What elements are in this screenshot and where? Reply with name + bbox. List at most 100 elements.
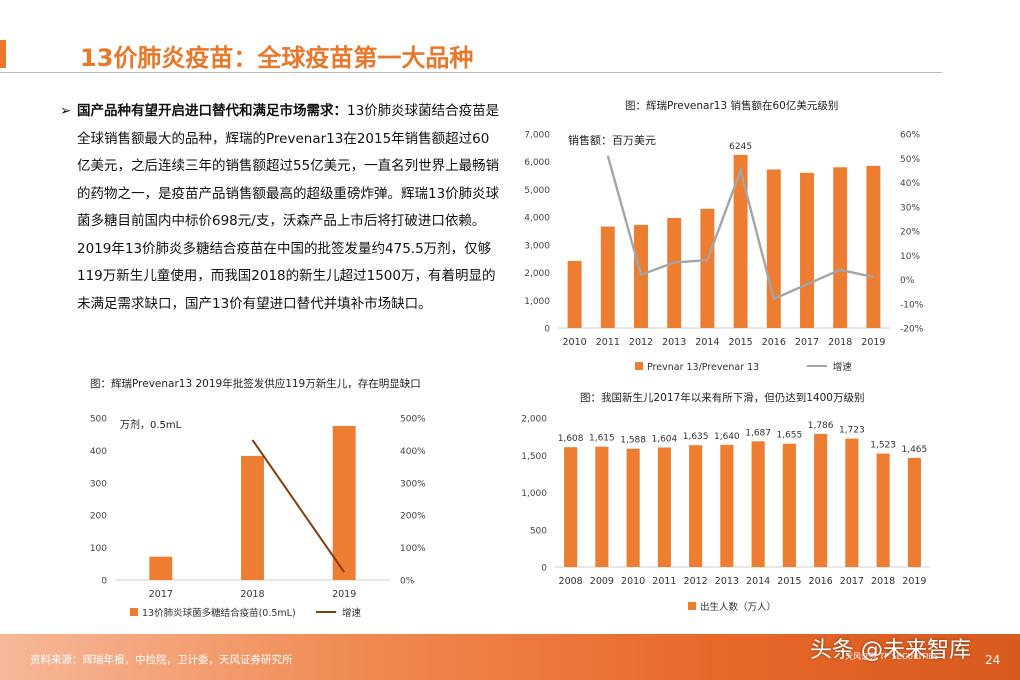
title-accent-bar <box>0 40 6 68</box>
y2-tick-label: 400% <box>400 447 426 457</box>
data-label: 1,604 <box>651 435 677 445</box>
x-tick-label: 2014 <box>695 337 719 348</box>
legend-label: 增速 <box>342 607 362 619</box>
legend-swatch-bar <box>130 608 138 616</box>
bar <box>800 172 814 328</box>
y-tick-label: 500 <box>90 415 107 425</box>
y2-tick-label: 30% <box>900 203 920 213</box>
unit-annotation: 销售额：百万美元 <box>568 133 656 147</box>
y2-tick-label: 0% <box>400 577 415 587</box>
bar <box>733 154 748 328</box>
y-tick-label: 1,000 <box>521 489 547 499</box>
y2-tick-label: -10% <box>900 300 924 310</box>
x-tick-label: 2016 <box>762 337 786 348</box>
tf-securities-logo: 天风证券 TF SECURITIES <box>845 652 939 661</box>
bar <box>689 445 703 567</box>
x-tick-label: 2011 <box>596 337 620 348</box>
x-tick-label: 2010 <box>563 337 587 348</box>
y2-tick-label: 60% <box>900 131 920 141</box>
x-tick-label: 2019 <box>861 337 885 348</box>
x-tick-label: 2009 <box>590 576 614 587</box>
bar <box>241 455 264 580</box>
body-text: 13价肺炎球菌结合疫苗是全球销售额最大的品种，辉瑞的Prevenar13在201… <box>77 103 500 312</box>
x-tick-label: 2015 <box>729 337 753 348</box>
x-tick-label: 2013 <box>715 576 739 587</box>
bar <box>907 457 921 567</box>
y-tick-label: 100 <box>90 544 107 554</box>
y-tick-label: 2,000 <box>521 415 547 425</box>
data-label: 1,615 <box>589 434 615 444</box>
x-tick-label: 2014 <box>746 576 770 587</box>
growth-line <box>606 155 874 301</box>
y-tick-label: 4,000 <box>524 214 550 224</box>
x-tick-label: 2018 <box>240 589 264 600</box>
bar <box>332 425 356 580</box>
y-tick-label: 5,000 <box>524 186 550 196</box>
y-tick-label: 0 <box>544 325 550 335</box>
legend-label: 13价肺炎球菌多糖结合疫苗(0.5mL) <box>142 607 296 619</box>
bar <box>700 208 715 328</box>
x-tick-label: 2015 <box>777 576 801 587</box>
y-tick-label: 3,000 <box>524 241 550 251</box>
y2-tick-label: 300% <box>400 479 426 489</box>
watermark: 头条 @未来智库 <box>810 638 971 663</box>
x-tick-label: 2018 <box>871 576 895 587</box>
data-label: 1,723 <box>839 426 865 436</box>
legend-swatch-bar <box>688 602 696 610</box>
y2-tick-label: 40% <box>900 179 920 189</box>
unit-annotation: 万剂，0.5mL <box>120 418 182 431</box>
bar <box>667 217 682 328</box>
data-label: 1,608 <box>558 434 584 444</box>
bar <box>876 453 890 567</box>
y2-tick-label: 50% <box>900 155 920 165</box>
chart2-caption: 图：辉瑞Prevenar13 2019年批签发供应119万新生儿，存在明显缺口 <box>90 378 421 390</box>
bar <box>845 438 859 567</box>
x-tick-label: 2019 <box>332 589 356 600</box>
data-label: 1,687 <box>745 428 771 438</box>
data-label: 1,786 <box>808 421 834 431</box>
y2-tick-label: 10% <box>900 252 920 262</box>
y-tick-label: 0 <box>101 577 107 587</box>
legend-swatch-bar <box>635 362 643 370</box>
y2-tick-label: 0% <box>900 276 915 286</box>
chart1-caption: 图：辉瑞Prevenar13 销售额在60亿美元级别 <box>625 100 839 112</box>
page-number: 24 <box>985 653 1001 667</box>
legend-label: 出生人数（万人） <box>700 601 776 613</box>
y-tick-label: 300 <box>90 479 107 489</box>
data-label: 1,655 <box>776 431 802 441</box>
x-tick-label: 2018 <box>828 337 852 348</box>
legend-label: Prevnar 13/Prevenar 13 <box>647 362 759 373</box>
x-tick-label: 2017 <box>149 589 173 600</box>
bar <box>564 447 578 567</box>
y2-tick-label: 100% <box>400 544 426 554</box>
x-tick-label: 2010 <box>621 576 645 587</box>
body-paragraph: ➢ 国产品种有望开启进口替代和满足市场需求：13价肺炎球菌结合疫苗是全球销售额最… <box>60 98 500 318</box>
y2-tick-label: 200% <box>400 512 426 522</box>
data-label: 1,635 <box>683 432 709 442</box>
bar <box>751 441 765 567</box>
y2-tick-label: -20% <box>900 325 924 335</box>
x-tick-label: 2012 <box>629 337 653 348</box>
footer-source: 资料来源：辉瑞年报，中检院，卫计委，天风证券研究所 <box>30 654 293 666</box>
bar <box>626 448 640 567</box>
page-title: 13价肺炎疫苗：全球疫苗第一大品种 <box>80 44 474 72</box>
x-tick-label: 2017 <box>795 337 819 348</box>
y-tick-label: 6,000 <box>524 158 550 168</box>
footer-bar <box>0 634 1020 680</box>
bar <box>833 167 848 328</box>
bar <box>657 447 671 567</box>
x-tick-label: 2016 <box>809 576 833 587</box>
body-content: 国产品种有望开启进口替代和满足市场需求：13价肺炎球菌结合疫苗是全球销售额最大的… <box>60 98 500 318</box>
y-tick-label: 200 <box>90 512 107 522</box>
y-tick-label: 1,500 <box>521 452 547 462</box>
body-lead: 国产品种有望开启进口替代和满足市场需求： <box>77 103 347 119</box>
bar <box>600 226 615 328</box>
chart-batch-release: 0 100 200 300 400 500 0% 100% 200% 300% 400% 500% 20… <box>90 415 426 620</box>
x-tick-label: 2008 <box>559 576 583 587</box>
x-tick-label: 2013 <box>662 337 686 348</box>
chart-newborns: 0 500 1,000 1,500 2,000 2008 2009 2010 2011 2012 2… <box>521 415 930 613</box>
y-tick-label: 7,000 <box>524 131 550 141</box>
data-label: 1,523 <box>870 441 896 451</box>
legend-label: 增速 <box>833 361 853 373</box>
bar <box>149 556 173 580</box>
